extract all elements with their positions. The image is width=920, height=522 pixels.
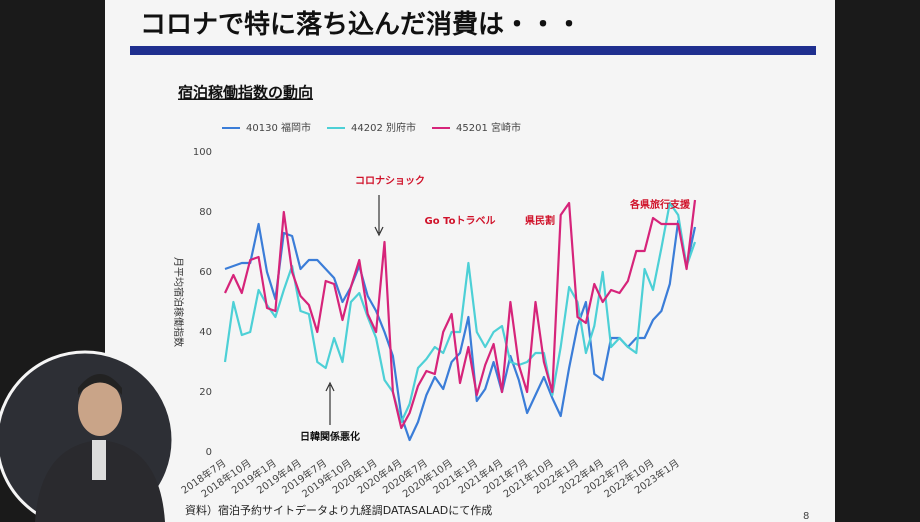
y-tick-label: 80	[199, 207, 212, 218]
y-tick-label: 20	[199, 387, 212, 398]
annotation: Go Toトラベル	[425, 215, 496, 227]
annotation: 各県旅行支援	[629, 198, 691, 211]
slide-title: コロナで特に落ち込んだ消費は・・・	[140, 9, 582, 40]
legend-label: 45201 宮崎市	[456, 121, 521, 134]
slide	[105, 0, 835, 522]
y-tick-label: 60	[199, 267, 212, 278]
y-tick-label: 0	[206, 447, 212, 458]
y-axis-label: 月平均宿泊稼働指数	[172, 257, 185, 347]
y-tick-label: 40	[199, 327, 212, 338]
footnote: 資料）宿泊予約サイトデータより九経調DATASALADにて作成	[185, 503, 492, 517]
series-line	[224, 219, 697, 442]
page-number: 8	[803, 511, 809, 522]
series-line	[224, 199, 697, 430]
annotation-arrow	[325, 381, 335, 425]
annotation: 日韓関係悪化	[300, 430, 360, 443]
legend-label: 44202 別府市	[351, 121, 416, 134]
annotation-arrow	[374, 195, 384, 237]
y-tick-label: 100	[193, 147, 212, 158]
presenter-video	[0, 350, 175, 522]
annotation: 県民割	[525, 214, 555, 227]
chart-subtitle: 宿泊稼働指数の動向	[178, 84, 313, 102]
series-line	[223, 201, 697, 424]
title-bar	[130, 46, 816, 55]
legend-label: 40130 福岡市	[246, 121, 311, 134]
annotation: コロナショック	[355, 175, 425, 187]
